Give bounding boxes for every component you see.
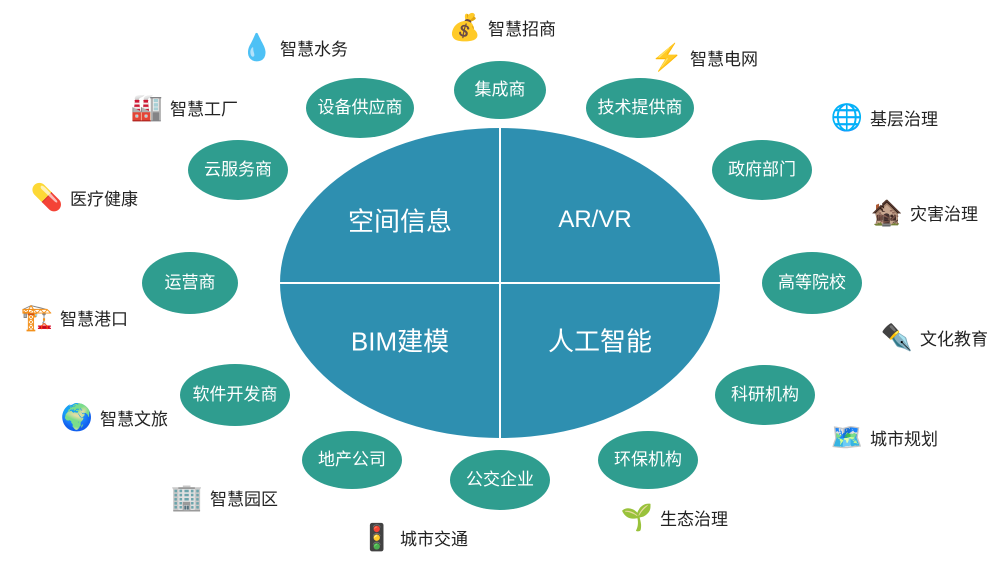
- outer-item-icon: ⚡: [650, 40, 684, 74]
- outer-item-icon: 🏗️: [20, 300, 54, 334]
- outer-item: 🗺️城市规划: [830, 420, 938, 454]
- ring-node-label: 集成商: [475, 81, 526, 100]
- outer-item: 🚦城市交通: [360, 520, 468, 554]
- ring-node-label: 云服务商: [204, 161, 272, 180]
- ring-node-label: 设备供应商: [318, 99, 403, 118]
- outer-item: 💰智慧招商: [448, 10, 556, 44]
- outer-item-icon: 💧: [240, 30, 274, 64]
- outer-item-label: 智慧文旅: [100, 405, 168, 430]
- outer-item-icon: 🚦: [360, 520, 394, 554]
- ring-node: 科研机构: [715, 365, 815, 425]
- outer-item-label: 智慧港口: [60, 305, 128, 330]
- quadrant-label-ar-vr: AR/VR: [558, 206, 631, 234]
- outer-item-label: 城市交通: [400, 525, 468, 550]
- outer-item-label: 生态治理: [660, 505, 728, 530]
- outer-item-label: 智慧电网: [690, 45, 758, 70]
- outer-item-label: 智慧园区: [210, 485, 278, 510]
- outer-item: 💧智慧水务: [240, 30, 348, 64]
- ring-node: 集成商: [454, 61, 546, 119]
- ring-node-label: 运营商: [165, 274, 216, 293]
- outer-item-icon: ✒️: [880, 320, 914, 354]
- ring-node-label: 技术提供商: [598, 99, 683, 118]
- ring-node: 地产公司: [302, 431, 402, 489]
- ring-node: 技术提供商: [586, 78, 694, 138]
- outer-item-label: 城市规划: [870, 425, 938, 450]
- ring-node: 高等院校: [762, 252, 862, 314]
- outer-item: 🌱生态治理: [620, 500, 728, 534]
- quadrant-label-spatial-info: 空间信息: [348, 202, 452, 239]
- outer-item-icon: 🗺️: [830, 420, 864, 454]
- outer-item: ✒️文化教育: [880, 320, 988, 354]
- outer-item: 🏚️灾害治理: [870, 195, 978, 229]
- quadrant-label-ai: 人工智能: [548, 322, 652, 359]
- ring-node: 运营商: [142, 252, 238, 314]
- outer-item: 💊医疗健康: [30, 180, 138, 214]
- outer-item: 🌍智慧文旅: [60, 400, 168, 434]
- quadrant-label-bim: BIM建模: [351, 322, 449, 359]
- ring-node-label: 软件开发商: [193, 386, 278, 405]
- outer-item-label: 智慧水务: [280, 35, 348, 60]
- ellipse-v-divider: [499, 128, 501, 438]
- ring-node-label: 政府部门: [728, 161, 796, 180]
- outer-item-icon: 💰: [448, 10, 482, 44]
- outer-item: 🌐基层治理: [830, 100, 938, 134]
- outer-item-icon: 🌍: [60, 400, 94, 434]
- outer-item-label: 智慧招商: [488, 15, 556, 40]
- ring-node-label: 环保机构: [614, 451, 682, 470]
- outer-item-icon: 🏚️: [870, 195, 904, 229]
- ring-node-label: 高等院校: [778, 274, 846, 293]
- outer-item-label: 灾害治理: [910, 200, 978, 225]
- outer-item-label: 智慧工厂: [170, 95, 238, 120]
- ring-node: 公交企业: [450, 450, 550, 510]
- ring-node: 设备供应商: [306, 78, 414, 138]
- ring-node: 政府部门: [712, 140, 812, 200]
- outer-item-icon: 🌱: [620, 500, 654, 534]
- outer-item: 🏭智慧工厂: [130, 90, 238, 124]
- ring-node: 环保机构: [598, 431, 698, 489]
- outer-item-icon: 🏢: [170, 480, 204, 514]
- ring-node: 云服务商: [188, 140, 288, 200]
- outer-item-icon: 🏭: [130, 90, 164, 124]
- outer-item: ⚡智慧电网: [650, 40, 758, 74]
- ring-node: 软件开发商: [180, 364, 290, 426]
- diagram-stage: 空间信息 AR/VR BIM建模 人工智能 集成商技术提供商政府部门高等院校科研…: [0, 0, 1000, 566]
- ring-node-label: 公交企业: [466, 471, 534, 490]
- outer-item-icon: 💊: [30, 180, 64, 214]
- outer-item-label: 文化教育: [920, 325, 988, 350]
- ring-node-label: 地产公司: [318, 451, 386, 470]
- ring-node-label: 科研机构: [731, 386, 799, 405]
- outer-item-icon: 🌐: [830, 100, 864, 134]
- outer-item-label: 医疗健康: [70, 185, 138, 210]
- outer-item: 🏢智慧园区: [170, 480, 278, 514]
- outer-item: 🏗️智慧港口: [20, 300, 128, 334]
- outer-item-label: 基层治理: [870, 105, 938, 130]
